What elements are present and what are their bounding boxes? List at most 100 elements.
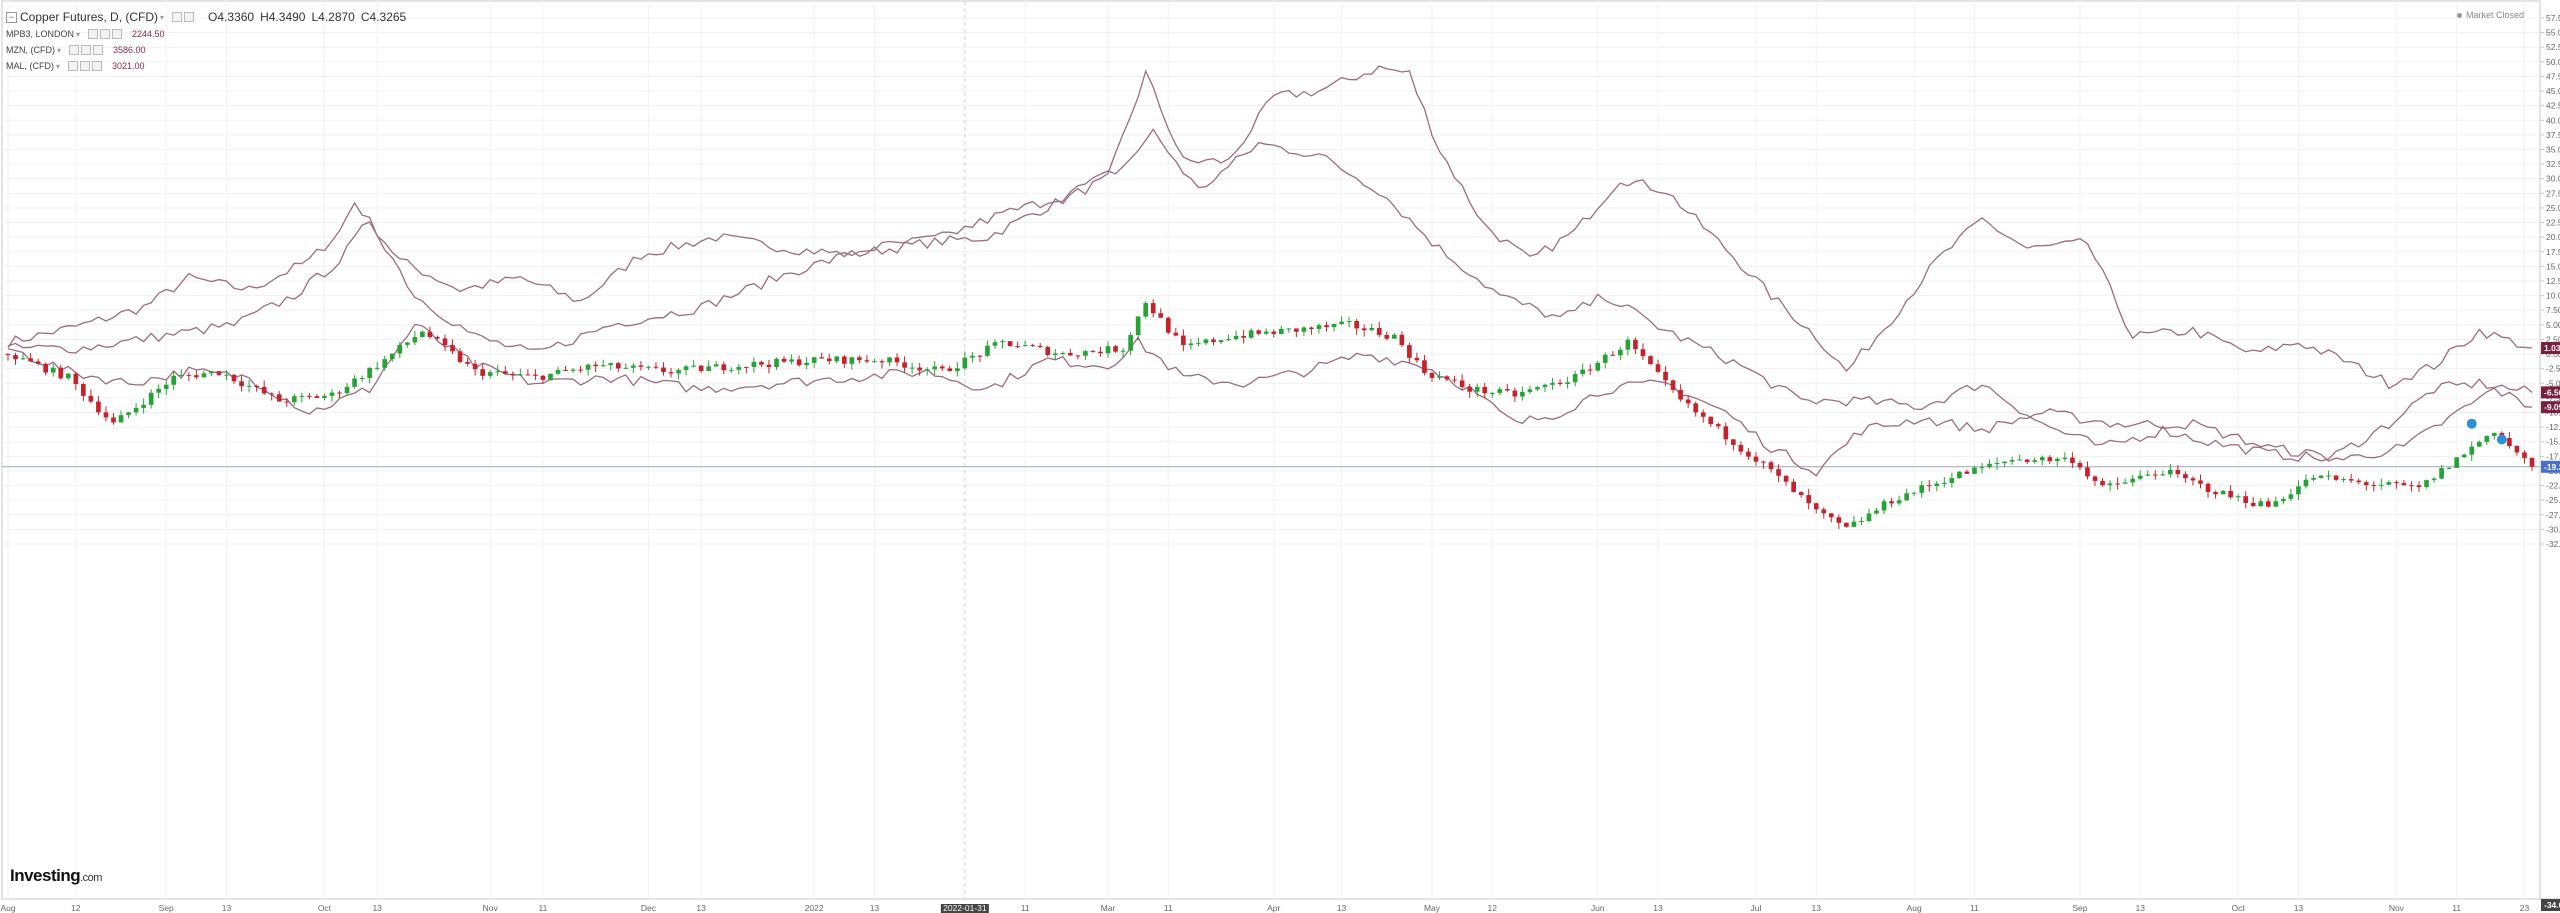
value-tag	[2541, 460, 2560, 473]
compare-symbol-label[interactable]: MPB3, LONDON	[6, 29, 75, 39]
candle-body	[276, 394, 282, 402]
candle-body	[291, 396, 297, 403]
candle-body	[917, 367, 922, 371]
compare-controls[interactable]	[66, 61, 103, 71]
candle-body	[2394, 482, 2399, 484]
remove-icon[interactable]	[93, 45, 104, 55]
candle-body	[284, 401, 290, 403]
candle-body	[1135, 316, 1141, 336]
x-tick-label: 11	[2452, 903, 2461, 913]
candle-body	[1113, 346, 1118, 352]
candle-body	[548, 373, 553, 380]
candle-body	[1354, 321, 1359, 329]
remove-icon[interactable]	[92, 61, 103, 71]
candle-body	[88, 395, 94, 402]
legend-main-row[interactable]: − Copper Futures, D, (CFD) ▾ O4.3360 H4.…	[6, 8, 406, 26]
legend-compare-row[interactable]: MPB3, LONDON ▾ 2244.50	[6, 26, 406, 42]
candle-body	[1414, 357, 1420, 361]
settings-icon[interactable]	[81, 45, 92, 55]
candle-body	[1007, 341, 1013, 347]
y-tick-label: 25.00%	[2546, 203, 2560, 213]
candle-body	[1505, 389, 1510, 391]
candle-body	[1391, 334, 1397, 339]
candle-body	[518, 374, 523, 376]
candle-body	[2439, 468, 2444, 479]
candle-body	[1143, 303, 1149, 317]
candle-body	[1437, 376, 1442, 378]
candle-body	[1030, 345, 1035, 347]
compare-controls[interactable]	[86, 29, 123, 39]
candle-body	[269, 393, 275, 395]
compare-symbol-label[interactable]: MAL, (CFD)	[6, 61, 54, 71]
candle-body	[1618, 349, 1623, 356]
chevron-down-icon[interactable]: ▾	[57, 45, 62, 55]
x-tick-label: Dec	[641, 903, 657, 913]
main-symbol-label[interactable]: Copper Futures, D, (CFD)	[20, 10, 159, 24]
candle-body	[337, 392, 342, 394]
x-tick-label: 2022-01-31	[943, 903, 987, 913]
candle-body	[563, 370, 568, 372]
candle-body	[2514, 445, 2520, 453]
remove-icon[interactable]	[112, 29, 123, 39]
candle-body	[2175, 469, 2181, 475]
candle-body	[2070, 457, 2075, 464]
candle-body	[1324, 325, 1329, 328]
chevron-down-icon[interactable]: ▾	[160, 12, 165, 22]
y-tick-label: 35.00%	[2546, 145, 2560, 155]
settings-icon[interactable]	[80, 61, 91, 71]
candle-body	[1731, 439, 1736, 445]
candle-body	[781, 358, 787, 362]
candle-body	[367, 367, 372, 379]
candle-body	[1015, 346, 1020, 348]
visibility-icon[interactable]	[88, 29, 99, 39]
y-tick-label: 40.00%	[2546, 115, 2560, 125]
candle-body	[578, 369, 583, 371]
candle-body	[1218, 340, 1224, 343]
y-tick-label: 15.00%	[2546, 261, 2560, 271]
visibility-icon[interactable]	[68, 61, 79, 71]
event-marker-icon[interactable]	[2496, 434, 2507, 445]
legend-compare-row[interactable]: MZN, (CFD) ▾ 3586.00	[6, 42, 406, 58]
candle-body	[1407, 345, 1412, 358]
chevron-down-icon[interactable]: ▾	[56, 61, 61, 71]
candle-body	[811, 357, 817, 363]
candle-body	[2160, 474, 2166, 476]
value-tag-label: 1.03%	[2544, 343, 2560, 353]
visibility-icon[interactable]	[172, 12, 183, 22]
event-marker-icon[interactable]	[2466, 418, 2477, 429]
candle-body	[525, 374, 531, 376]
series-line-2	[7, 128, 2533, 462]
low-value: L4.2870	[311, 10, 355, 24]
candle-body	[668, 372, 674, 374]
value-tag-label: -19.29%	[2544, 462, 2560, 472]
compare-symbol-label[interactable]: MZN, (CFD)	[6, 45, 55, 55]
candle-body	[299, 395, 305, 397]
candle-body	[1399, 334, 1405, 346]
candle-body	[1964, 471, 1970, 474]
y-tick-label: 57.50%	[2546, 13, 2560, 23]
candle-body	[1256, 330, 1262, 334]
series-line-1	[7, 65, 2533, 390]
candle-body	[970, 355, 975, 358]
visibility-icon[interactable]	[69, 45, 80, 55]
candle-body	[2281, 498, 2286, 502]
candle-body	[2047, 457, 2053, 462]
candle-body	[728, 369, 734, 371]
candle-body	[1738, 444, 1744, 452]
compare-controls[interactable]	[67, 45, 104, 55]
collapse-legend-icon[interactable]: −	[6, 11, 17, 23]
settings-icon[interactable]	[184, 12, 195, 22]
candle-body	[1580, 369, 1586, 375]
settings-icon[interactable]	[100, 29, 111, 39]
candle-body	[2401, 483, 2407, 486]
candle-body	[2454, 457, 2459, 468]
y-tick-label: -17.50%	[2546, 451, 2560, 461]
chevron-down-icon[interactable]: ▾	[76, 29, 81, 39]
legend-compare-row[interactable]: MAL, (CFD) ▾ 3021.00	[6, 58, 406, 74]
candle-body	[661, 367, 666, 373]
main-series-controls[interactable]	[170, 12, 195, 22]
candle-body	[1000, 341, 1005, 343]
x-tick-label: 13	[2135, 903, 2145, 913]
y-tick-label: 5.00%	[2546, 320, 2560, 330]
